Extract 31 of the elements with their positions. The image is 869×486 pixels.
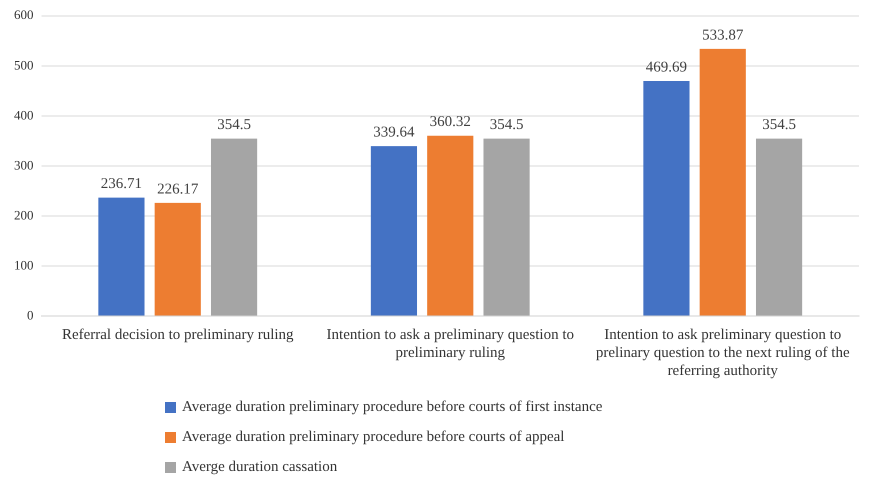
data-label: 533.87 xyxy=(702,27,744,44)
y-tick-label: 100 xyxy=(14,257,34,272)
bar xyxy=(700,48,746,316)
data-label: 236.71 xyxy=(100,176,142,192)
data-label: 360.32 xyxy=(430,114,471,130)
y-tick-label: 600 xyxy=(14,7,34,22)
x-tick-label: Referral decision to preliminary ruling xyxy=(62,326,294,343)
bar xyxy=(98,198,145,316)
y-tick-label: 0 xyxy=(27,307,34,322)
bar xyxy=(483,138,530,316)
x-tick-label: Intention to ask a preliminary question to preliminary ruling xyxy=(326,326,574,361)
y-tick-label: 400 xyxy=(14,107,34,122)
data-label: 354.5 xyxy=(217,117,251,134)
y-tick-label: 300 xyxy=(14,157,34,172)
data-label: 226.17 xyxy=(157,181,199,198)
y-tick-label: 500 xyxy=(14,57,34,72)
legend-label: Average duration preliminary procedure before courts of first instance xyxy=(182,398,602,416)
x-tick-label: Intention to ask preliminary question to prelinary question to the next ruling of the referring authority xyxy=(596,326,850,379)
data-label: 339.64 xyxy=(373,124,416,141)
bar xyxy=(210,138,258,316)
data-label: 354.5 xyxy=(762,117,796,134)
legend-label: Averge duration cassation xyxy=(182,458,338,476)
bar xyxy=(154,202,201,316)
data-label: 469.69 xyxy=(646,59,688,76)
bar xyxy=(643,81,690,316)
bar xyxy=(370,146,418,316)
data-label: 354.5 xyxy=(490,117,524,134)
legend-label: Average duration preliminary procedure before courts of appeal xyxy=(182,428,564,446)
bar xyxy=(756,138,802,316)
bar xyxy=(427,136,474,316)
y-tick-label: 200 xyxy=(14,207,34,222)
